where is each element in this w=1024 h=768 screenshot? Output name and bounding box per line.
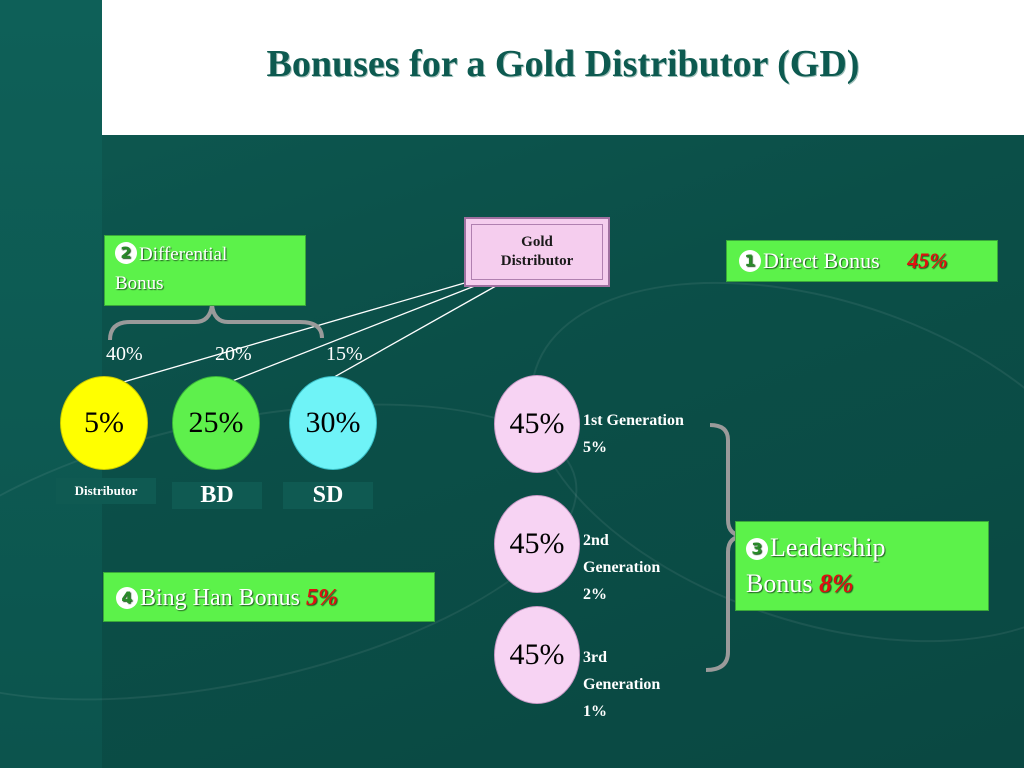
- gold-distributor-box: Gold Distributor: [464, 217, 610, 287]
- gen2-line2: Generation: [583, 559, 661, 576]
- direct-bonus-box: 1 Direct Bonus 45%: [726, 240, 998, 282]
- gen3-line3: 1%: [583, 703, 607, 720]
- differential-bonus-box: 2 Differential Bonus: [104, 235, 306, 306]
- leadership-line2: Bonus: [746, 569, 813, 598]
- bing-han-value: 5%: [306, 585, 339, 611]
- bd-label: BD: [172, 482, 262, 509]
- number-4-icon: 4: [116, 587, 138, 609]
- direct-bonus-label: Direct Bonus: [763, 248, 880, 273]
- gen2-line3: 2%: [583, 586, 607, 603]
- diff-rate-2: 20%: [215, 343, 252, 365]
- gen3-line2: Generation: [583, 676, 661, 693]
- gen2-line1: 2nd: [583, 532, 609, 549]
- leadership-bonus-box: 3 Leadership Bonus 8%: [735, 521, 989, 611]
- number-3-icon: 3: [746, 538, 768, 560]
- direct-bonus-value: 45%: [907, 248, 948, 273]
- gold-distributor-label: Gold Distributor: [471, 224, 603, 280]
- differential-line1: Differential: [139, 244, 228, 265]
- gen3-line1: 3rd: [583, 649, 607, 666]
- header-panel: [102, 0, 1024, 135]
- gen2-text: 2nd Generation 2%: [583, 527, 660, 608]
- number-2-icon: 2: [115, 242, 137, 264]
- leadership-line1: Leadership: [770, 533, 886, 562]
- gen2-circle: 45%: [494, 495, 580, 593]
- bing-han-bonus-box: 4 Bing Han Bonus 5%: [103, 572, 435, 622]
- distributor-circle: 5%: [60, 376, 148, 470]
- diff-rate-1: 40%: [106, 343, 143, 365]
- differential-line2: Bonus: [115, 273, 164, 294]
- slide-title: Bonuses for a Gold Distributor (GD): [266, 43, 860, 85]
- number-1-icon: 1: [739, 250, 761, 272]
- bd-circle: 25%: [172, 376, 260, 470]
- gen1-line2: 5%: [583, 439, 607, 456]
- distributor-label: Distributor: [56, 478, 156, 504]
- gen1-line1: 1st Generation: [583, 412, 684, 429]
- sd-label: SD: [283, 482, 373, 509]
- gen3-circle: 45%: [494, 606, 580, 704]
- gen3-text: 3rd Generation 1%: [583, 644, 660, 725]
- sd-circle: 30%: [289, 376, 377, 470]
- gen1-circle: 45%: [494, 375, 580, 473]
- gen1-text: 1st Generation 5%: [583, 407, 684, 461]
- leadership-value: 8%: [818, 569, 854, 598]
- diff-rate-3: 15%: [326, 343, 363, 365]
- bing-han-label: Bing Han Bonus: [140, 585, 301, 611]
